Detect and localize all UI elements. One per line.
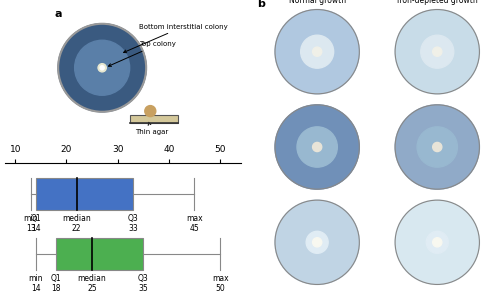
Text: max
50: max 50 [212,275,228,293]
Circle shape [417,127,458,167]
FancyBboxPatch shape [36,178,133,210]
Circle shape [275,200,359,285]
Text: Thin agar: Thin agar [135,122,168,136]
Text: b: b [258,0,266,9]
Title: Normal growth: Normal growth [288,0,346,5]
Text: Top colony: Top colony [108,41,176,66]
Text: min
13: min 13 [24,214,38,233]
Circle shape [432,47,442,56]
Circle shape [306,231,328,253]
Text: Q3
35: Q3 35 [138,275,148,293]
Circle shape [432,142,442,152]
Circle shape [58,24,146,112]
Text: max
45: max 45 [186,214,203,233]
Circle shape [421,35,454,68]
Y-axis label: P. aeruginosa: P. aeruginosa [231,29,237,75]
FancyBboxPatch shape [130,115,178,123]
Circle shape [395,9,479,94]
Circle shape [275,105,359,189]
Circle shape [297,127,338,167]
Text: a: a [54,9,62,19]
Circle shape [395,105,479,189]
Text: min
14: min 14 [28,275,43,293]
Circle shape [312,142,322,152]
Circle shape [312,47,322,56]
Circle shape [275,9,359,94]
Circle shape [312,238,322,247]
Text: Q1
18: Q1 18 [51,275,62,293]
Circle shape [100,66,104,70]
FancyBboxPatch shape [56,238,144,270]
Circle shape [395,200,479,285]
Text: median
25: median 25 [78,275,106,293]
Circle shape [432,238,442,247]
Circle shape [74,40,130,95]
Title: Iron-depleted growth: Iron-depleted growth [397,0,477,5]
Circle shape [145,106,156,117]
Text: Bottom interstitial colony: Bottom interstitial colony [124,24,228,53]
Text: Q3
33: Q3 33 [128,214,138,233]
Text: Q1
14: Q1 14 [30,214,41,233]
Circle shape [300,35,334,68]
Text: median
22: median 22 [62,214,91,233]
Circle shape [426,231,448,253]
Circle shape [98,64,106,72]
